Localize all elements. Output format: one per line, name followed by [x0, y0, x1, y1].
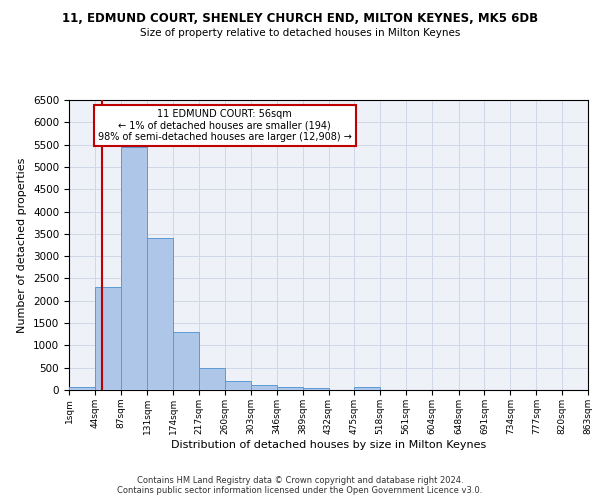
- Bar: [225, 381, 251, 390]
- Bar: [173, 332, 199, 390]
- Text: 11, EDMUND COURT, SHENLEY CHURCH END, MILTON KEYNES, MK5 6DB: 11, EDMUND COURT, SHENLEY CHURCH END, MI…: [62, 12, 538, 26]
- Bar: [121, 147, 146, 390]
- Bar: [277, 388, 302, 390]
- Text: 11 EDMUND COURT: 56sqm
← 1% of detached houses are smaller (194)
98% of semi-det: 11 EDMUND COURT: 56sqm ← 1% of detached …: [98, 108, 352, 142]
- X-axis label: Distribution of detached houses by size in Milton Keynes: Distribution of detached houses by size …: [171, 440, 486, 450]
- Bar: [302, 388, 329, 390]
- Bar: [95, 288, 121, 390]
- Text: Contains HM Land Registry data © Crown copyright and database right 2024.
Contai: Contains HM Land Registry data © Crown c…: [118, 476, 482, 495]
- Bar: [251, 386, 277, 390]
- Bar: [199, 368, 225, 390]
- Y-axis label: Number of detached properties: Number of detached properties: [17, 158, 28, 332]
- Bar: [69, 386, 95, 390]
- Bar: [355, 388, 380, 390]
- Bar: [147, 238, 173, 390]
- Text: Size of property relative to detached houses in Milton Keynes: Size of property relative to detached ho…: [140, 28, 460, 38]
